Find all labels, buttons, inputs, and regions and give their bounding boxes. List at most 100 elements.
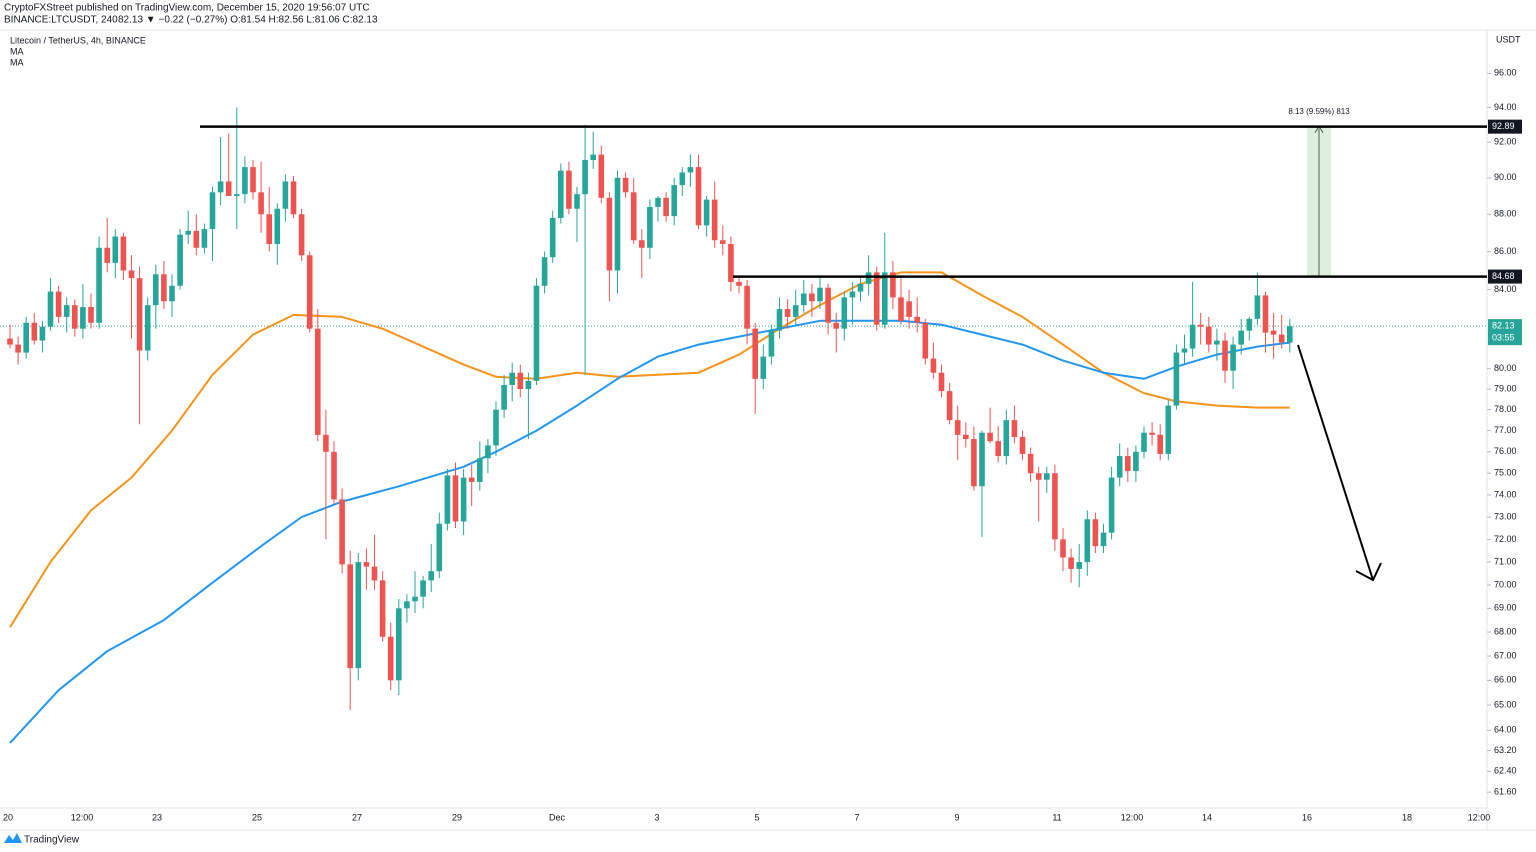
candle-body [185,230,191,235]
candle-body [914,316,920,323]
y-tick-label: 66.00 [1494,675,1517,685]
candle-body [655,197,661,207]
candle-body [80,307,86,329]
candle-body [509,372,515,385]
candle-body [444,475,451,524]
candle-body [849,291,856,298]
currency: USDT [1496,34,1521,44]
last-price-label: 82.13 [1492,320,1515,330]
plot: 96.00 94.00 92.00 90.00 88.00 86.00 84.00 80.00… [0,68,1522,822]
candle-body [201,229,208,248]
candle-body [1173,352,1180,406]
candle-body [898,297,904,321]
candle-body [468,477,475,482]
candle-body [1068,557,1074,569]
y-tick-label: 62.40 [1494,766,1517,776]
candle-body [436,523,443,572]
x-tick-label: 27 [352,812,362,822]
candle-body [873,272,880,325]
candle-body [1100,532,1107,547]
candle-body [549,217,556,258]
candle-body [1287,326,1293,343]
last-price-box [1488,319,1522,346]
candle-body [817,287,823,302]
candle-body [768,330,775,357]
candle-body [1222,340,1228,371]
candle-body [1092,519,1099,547]
x-tick-label: 12:00 [71,812,94,822]
candle-body [136,278,143,351]
candle-body [1246,318,1253,331]
y-tick-label: 71.00 [1494,556,1517,566]
candle-body [72,305,78,329]
candle-body [776,309,783,331]
candle-body [379,580,386,637]
projection-arrow-head [1355,562,1382,582]
candle-body [112,236,119,263]
candle-body [792,305,799,317]
x-tick-label: 5 [754,812,759,822]
candle-body [1003,420,1010,457]
candle-body [987,432,993,442]
candle-body [1116,456,1123,478]
candle-body [153,274,159,306]
candle-body [315,328,321,435]
x-tick-label: 11 [1052,812,1061,822]
candle-body [752,328,758,379]
candle-body [1197,324,1204,327]
x-tick-label: 16 [1302,812,1312,822]
x-tick-label: 18 [1402,812,1412,822]
candle-body [39,326,46,341]
candle-body [55,291,62,317]
candle-body [104,247,110,263]
header: CryptoFXStreet published on TradingView.… [4,3,370,14]
candle-body [1181,348,1188,353]
x-tick-label: 23 [152,812,162,822]
candle-body [15,344,21,353]
candle-body [1108,477,1115,533]
candle-body [865,272,872,284]
candle-body [128,270,135,279]
x-tick-label: 25 [252,812,262,822]
candle-body [679,172,686,186]
y-tick-label: 90.00 [1494,172,1517,182]
candle-body [485,445,491,459]
candle-body [574,194,580,209]
candle-body [1157,434,1163,454]
candle-body [841,297,848,329]
candle-body [1214,340,1220,345]
candle-body [1060,539,1066,558]
y-tick-label: 72.00 [1494,534,1517,544]
candle-body [890,272,896,298]
candle-body [736,281,742,286]
y-tick-label: 77.00 [1494,425,1517,435]
y-tick-label: 76.00 [1494,446,1517,456]
y-tick-label: 78.00 [1494,404,1517,414]
x-tick-label: 29 [452,812,462,822]
candle-body [23,322,29,353]
candle-body [1125,456,1131,472]
candle-body [744,285,750,329]
x-tick-label: 9 [954,812,959,822]
candle-body [234,194,240,196]
x-tick-label: Dec [549,812,566,822]
candle-body [882,272,888,325]
candle-body [501,384,507,410]
candle-body [460,477,467,522]
x-tick-label: 20 [3,812,13,822]
candle-body [1238,330,1244,345]
legend-ma: MA [10,46,24,56]
candle-body [452,475,459,522]
legend-ma: MA [10,57,24,67]
candle-body [396,608,402,681]
candle-body [347,564,353,669]
candle-body [647,206,653,248]
candle-body [1076,562,1082,569]
candle-body [363,562,370,567]
x-tick-label: 12:00 [1468,812,1491,822]
candle-body [1270,330,1277,335]
candle-body [493,409,499,446]
y-tick-label: 75.00 [1494,468,1517,478]
candle-body [671,185,677,217]
